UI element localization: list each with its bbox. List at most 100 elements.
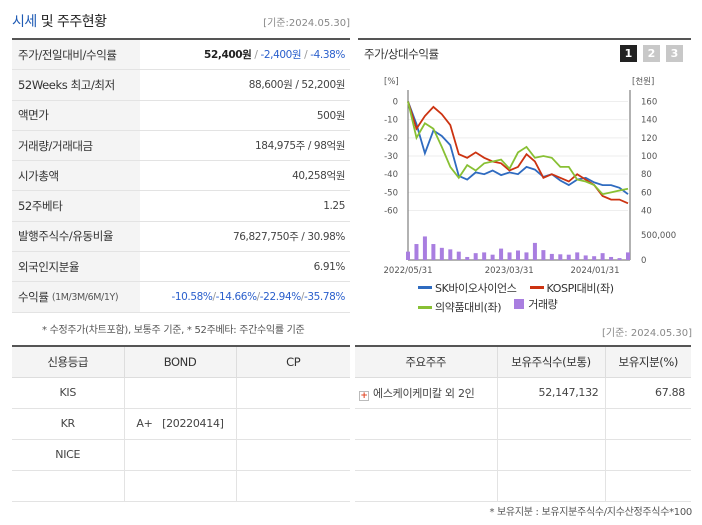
table-row: KR A+ [20220414] — [12, 408, 350, 440]
stats-row: 거래량/거래대금 184,975주 / 98억원 — [12, 130, 350, 162]
holder-shares — [496, 439, 605, 471]
holder-shares — [496, 470, 605, 502]
table-row: NICE — [12, 439, 350, 471]
holders-header: 주요주주 — [355, 347, 497, 378]
stats-row: 외국인지분율 6.91% — [12, 252, 350, 283]
holder-name-cell — [355, 408, 497, 440]
volume-bar — [507, 252, 512, 260]
legend-label: 의약품대비(좌) — [435, 301, 502, 314]
current-price: 52,400원 — [204, 49, 252, 62]
bond-cell: A+ [20220414] — [123, 408, 236, 440]
volume-bar — [465, 256, 470, 260]
volume-zero-label: 0 — [641, 256, 646, 266]
shareholders-table: 주요주주 보유주식수(보통) 보유지분(%) + 에스케이케미칼 외 2인 52,… — [355, 345, 691, 502]
bond-cell — [123, 439, 236, 471]
stats-row: 52주베타 1.25 — [12, 191, 350, 222]
holder-shares: 52,147,132 — [496, 377, 605, 409]
price-change-rate: -4.38% — [310, 49, 345, 62]
y-left-tick-label: -60 — [384, 207, 398, 217]
legend-label: SK바이오사이언스 — [435, 281, 517, 295]
holders-footnote: * 보유지분 : 보유지분주식수/지수산정주식수*100 — [489, 507, 692, 518]
y-left-tick-label: -50 — [384, 188, 398, 198]
stats-label: 52주베타 — [12, 191, 140, 221]
volume-bar — [626, 252, 630, 260]
y-right-tick-label: 140 — [641, 116, 657, 126]
stats-row: 52Weeks 최고/최저 88,600원 / 52,200원 — [12, 70, 350, 101]
volume-bar — [524, 252, 529, 260]
agency-cell — [12, 470, 124, 502]
market-stats-table: 주가/전일대비/수익률 52,400원 / -2,400원 / -4.38% 5… — [12, 38, 350, 313]
cp-cell — [235, 377, 350, 409]
volume-bar — [482, 252, 487, 260]
holder-name-cell: + 에스케이케미칼 외 2인 — [355, 377, 497, 409]
x-tick-label: 2022/05/31 — [384, 266, 433, 275]
stats-footnote: * 수정주가(차트포함), 보통주 기준, * 52주베타: 주간수익률 기준 — [42, 325, 305, 336]
stats-row: 시가총액 40,258억원 — [12, 161, 350, 192]
y-left-tick-label: -40 — [384, 170, 398, 180]
section-header: 시세 및 주주현황 [기준:2024.05.30] — [12, 10, 350, 34]
volume-bar — [431, 244, 436, 260]
volume-tick-label: 500,000 — [641, 231, 676, 241]
y-left-tick-label: -20 — [384, 134, 398, 144]
return-1y: -35.78% — [303, 291, 345, 304]
volume-bar — [532, 242, 537, 260]
volume-bar — [592, 256, 597, 260]
volume-bar — [600, 253, 605, 260]
stats-value: 76,827,750주 / 30.98% — [232, 230, 345, 243]
legend-label: KOSPI대비(좌) — [546, 281, 614, 295]
stats-label: 액면가 — [12, 100, 140, 130]
legend-item-pharma: 의약품대비(좌) — [418, 299, 502, 315]
left-unit-label: [%] — [384, 77, 399, 87]
agency-cell: KR — [12, 408, 124, 440]
chart-button-3[interactable]: 3 — [666, 45, 683, 62]
price-change: -2,400원 — [260, 49, 302, 62]
chart-button-2[interactable]: 2 — [643, 45, 660, 62]
chart-period-buttons: 1 2 3 — [620, 45, 683, 62]
chart-title: 주가/상대수익률 — [364, 47, 439, 61]
legend-swatch — [418, 305, 432, 309]
volume-bar — [490, 254, 495, 260]
x-tick-label: 2023/03/31 — [485, 266, 534, 275]
table-row — [12, 470, 350, 502]
series-line-pharma — [407, 101, 629, 196]
volume-bar — [583, 255, 588, 260]
stats-value: 1.25 — [323, 200, 345, 213]
cp-cell — [235, 470, 350, 502]
legend-swatch — [514, 298, 525, 309]
stats-value: 40,258억원 — [292, 170, 345, 183]
table-row — [355, 439, 691, 471]
returns-label: 수익률 — [18, 290, 49, 305]
expand-icon[interactable]: + — [359, 390, 369, 401]
return-6m: -22.94% — [259, 291, 301, 304]
stats-label: 수익률 (1M/3M/6M/1Y) — [12, 282, 140, 312]
volume-bar — [499, 248, 504, 260]
table-row — [355, 470, 691, 502]
volume-bar — [414, 244, 419, 260]
table-row: + 에스케이케미칼 외 2인 52,147,132 67.88 — [355, 377, 691, 409]
stats-value: 184,975주 / 98억원 — [255, 140, 345, 153]
volume-bar — [406, 251, 410, 260]
section-title-rest: 및 주주현황 — [36, 14, 107, 30]
y-left-tick-label: 0 — [393, 97, 398, 107]
volume-bar — [422, 236, 427, 260]
stats-label: 발행주식수/유동비율 — [12, 221, 140, 252]
y-right-tick-label: 40 — [641, 207, 652, 217]
stats-value: 6.91% — [313, 260, 346, 273]
chart-button-1[interactable]: 1 — [620, 45, 637, 62]
volume-bar — [558, 254, 563, 260]
section-title: 시세 및 주주현황 — [12, 11, 107, 31]
table-row — [355, 408, 691, 440]
volume-bar — [609, 256, 614, 260]
chart-legend: SK바이오사이언스 KOSPI대비(좌) 의약품대비(좌) 거래량 — [418, 279, 678, 315]
agency-cell: NICE — [12, 439, 124, 471]
stats-value: 88,600원 / 52,200원 — [248, 79, 346, 92]
stats-label: 외국인지분율 — [12, 252, 140, 282]
legend-swatch — [418, 286, 432, 289]
stats-row: 수익률 (1M/3M/6M/1Y) -10.58%/-14.66%/-22.94… — [12, 282, 350, 313]
y-left-tick-label: -30 — [384, 152, 398, 162]
stats-row: 발행주식수/유동비율 76,827,750주 / 30.98% — [12, 221, 350, 253]
y-right-tick-label: 160 — [641, 97, 657, 107]
y-right-tick-label: 120 — [641, 134, 657, 144]
returns-periods: (1M/3M/6M/1Y) — [51, 291, 119, 303]
volume-bar — [456, 251, 461, 260]
